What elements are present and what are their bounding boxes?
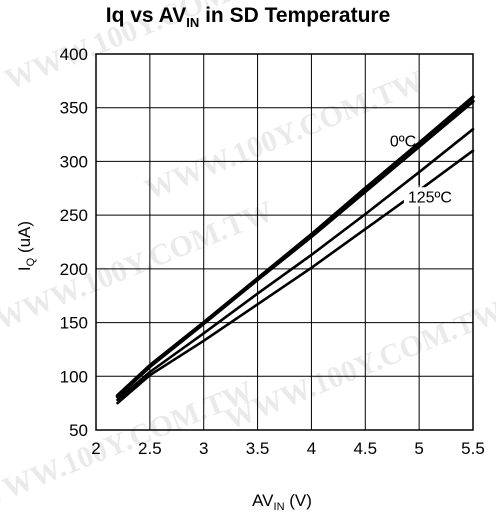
watermark-text: WWW.100Y.COM.TW [0, 195, 278, 337]
x-tick-label: 2 [91, 439, 100, 458]
x-tick-label: 3 [199, 439, 208, 458]
x-tick-label: 5.5 [461, 439, 485, 458]
x-axis-ticks: 2 2.5 3 3.5 4 4.5 5 5.5 [91, 439, 485, 458]
annotation-125c: 125ºC [408, 189, 452, 206]
watermark-text: WWW.100Y.COM.TW [0, 375, 258, 517]
plot-frame [95, 53, 474, 431]
chart-title: Iq vs AVIN in SD Temperature [106, 4, 391, 30]
y-tick-label: 100 [60, 367, 88, 386]
annotations: 0ºC 125ºC [390, 133, 456, 207]
y-tick-label: 300 [60, 152, 88, 171]
x-tick-label: 4 [307, 439, 316, 458]
annotation-background [403, 187, 456, 207]
x-tick-label: 5 [414, 439, 423, 458]
y-tick-label: 350 [60, 99, 88, 118]
y-tick-label: 250 [60, 206, 88, 225]
x-tick-label: 2.5 [138, 439, 162, 458]
annotation-0c: 0ºC [390, 133, 416, 150]
y-tick-label: 200 [60, 260, 88, 279]
x-tick-label: 4.5 [353, 439, 377, 458]
y-axis-ticks: 50 100 150 200 250 300 350 400 [60, 45, 88, 440]
series-line [115, 99, 475, 399]
x-tick-label: 3.5 [246, 439, 270, 458]
y-axis-label: IQ (uA) [15, 221, 37, 271]
x-axis-label: AVIN (V) [252, 491, 312, 513]
y-tick-label: 400 [60, 45, 88, 64]
y-tick-label: 150 [60, 314, 88, 333]
watermark-text: WWW.100Y.COM.TW [220, 295, 496, 437]
watermark-text: WWW.100Y.COM.TW [140, 65, 428, 207]
y-tick-label: 50 [69, 421, 88, 440]
series-line [116, 127, 475, 402]
